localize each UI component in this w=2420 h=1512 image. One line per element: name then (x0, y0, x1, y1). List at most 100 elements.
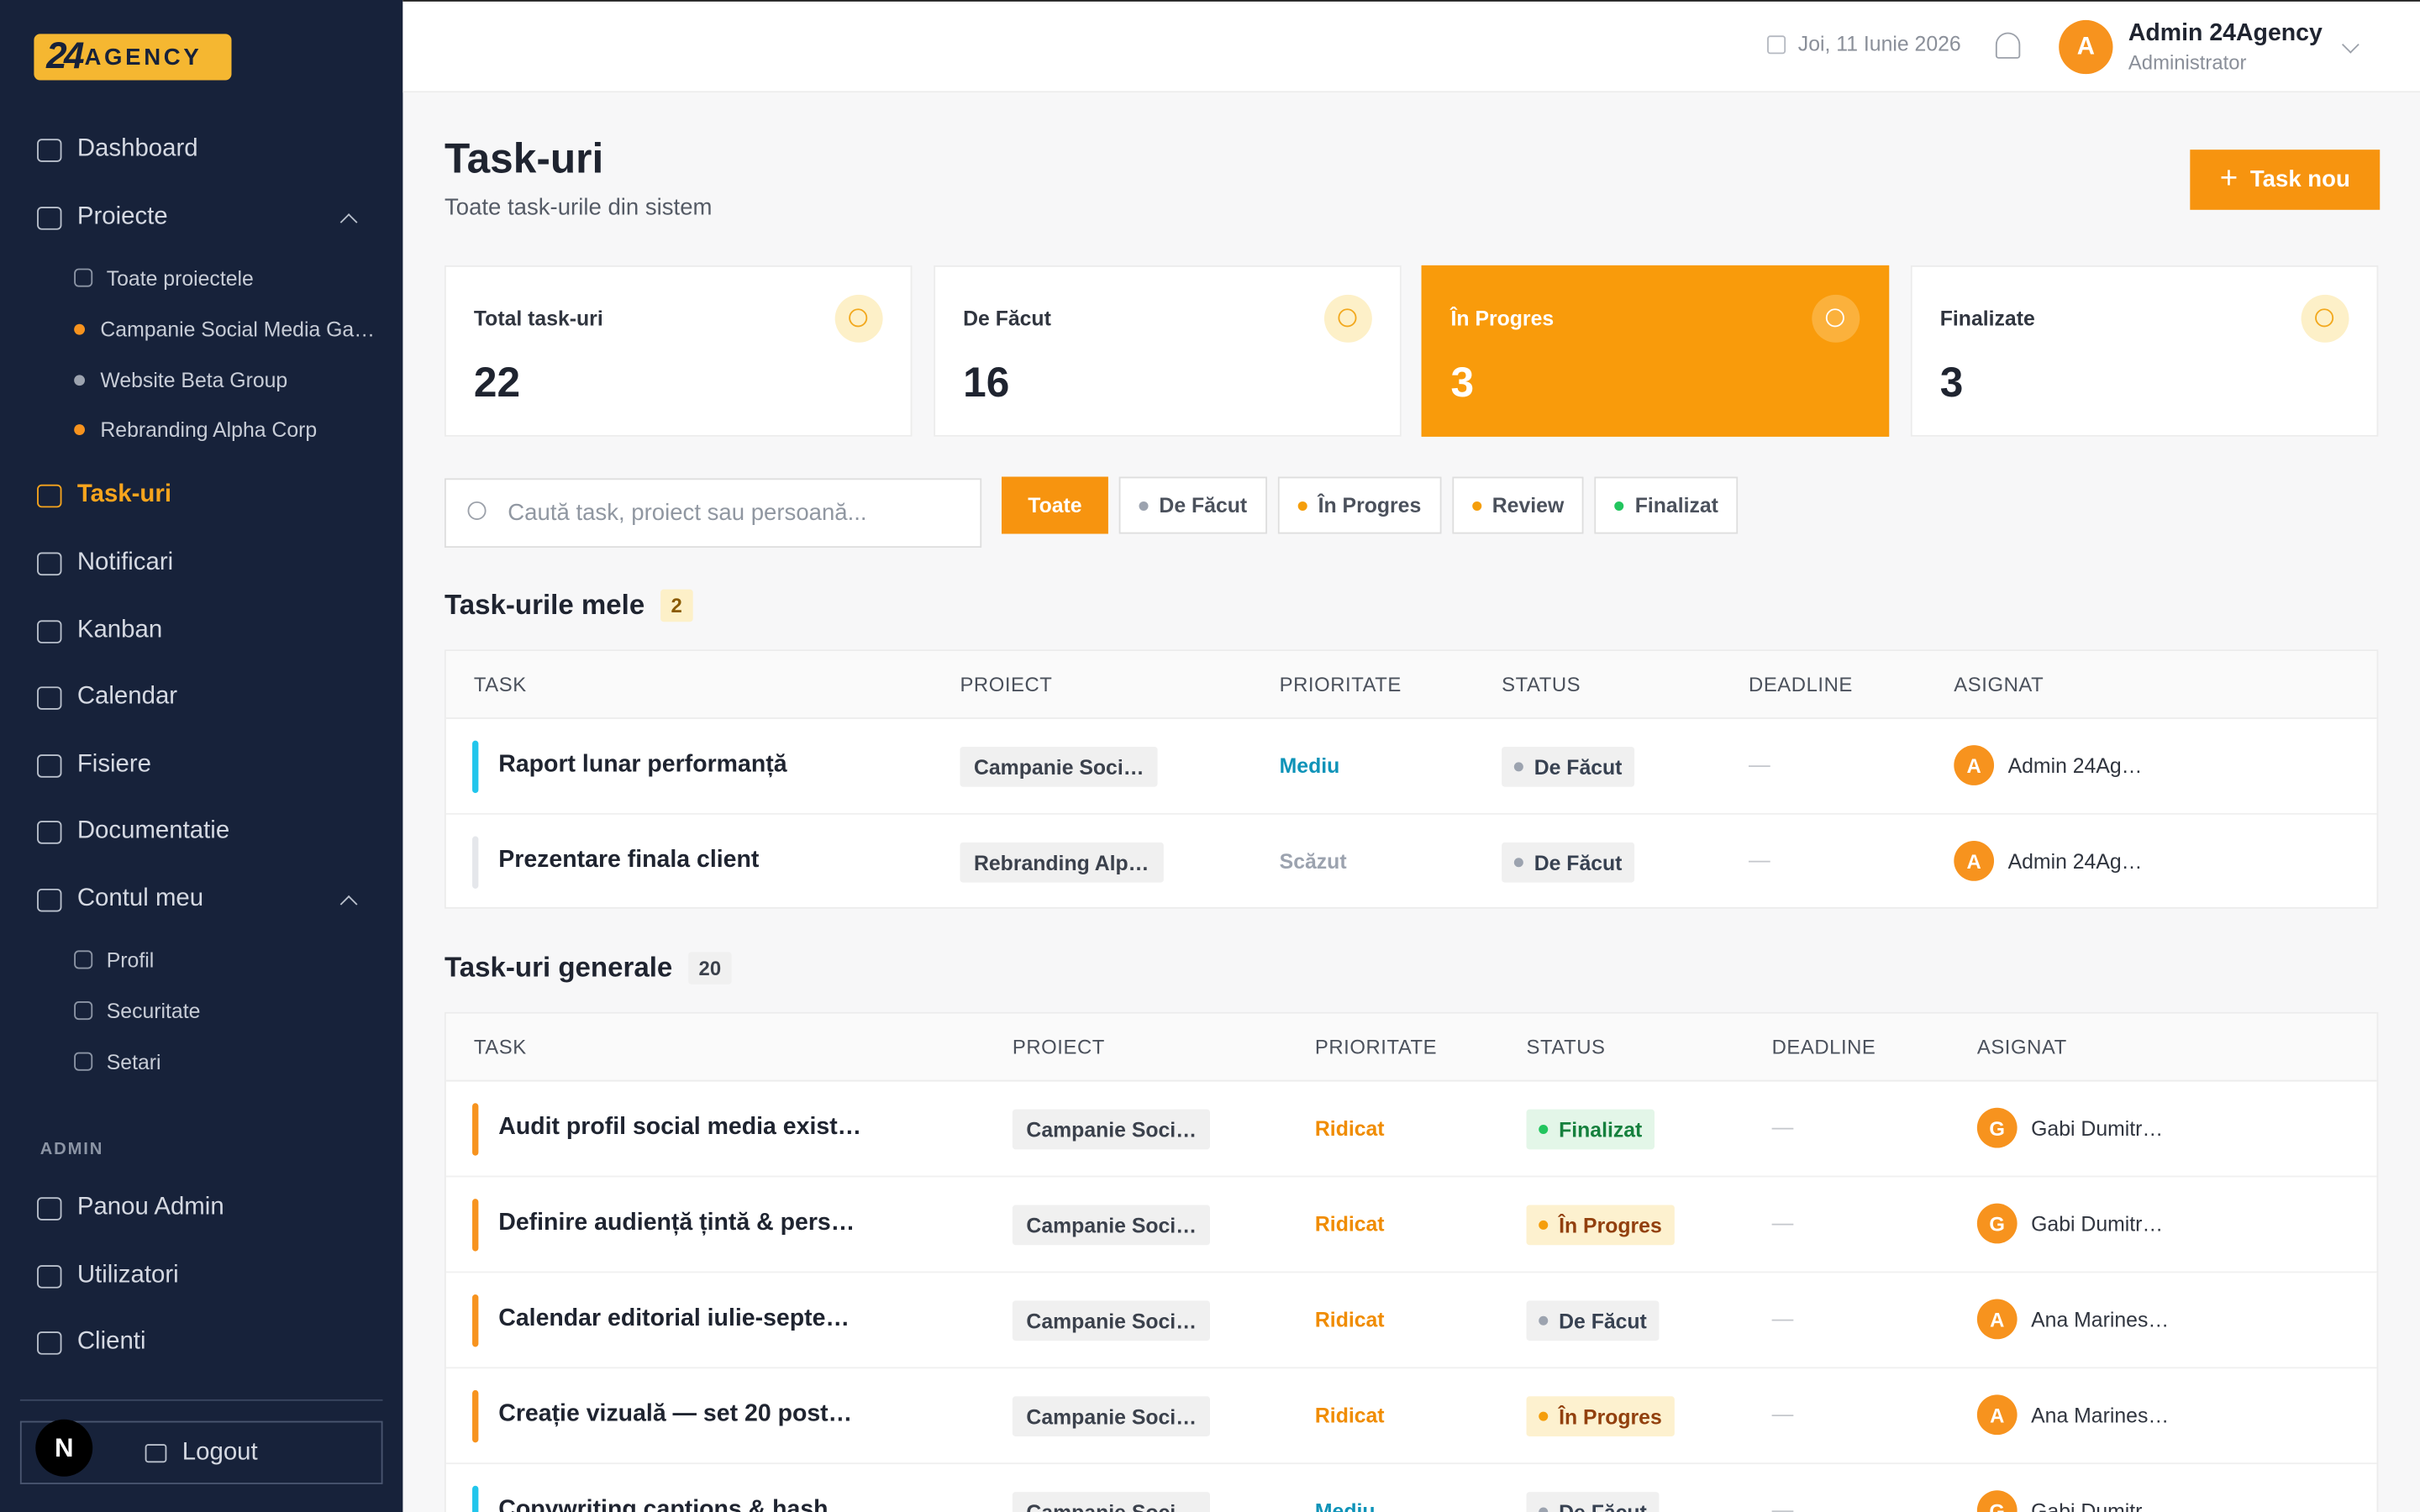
nav-item[interactable]: Fisiere (37, 747, 151, 784)
stat-icon (834, 294, 883, 343)
column-header: PRIORITATE (1314, 1035, 1438, 1059)
sub-nav-item[interactable]: Toate proiectele (74, 262, 254, 293)
sub-nav-item[interactable]: Setari (74, 1046, 161, 1077)
dev-badge[interactable]: N (35, 1419, 93, 1477)
priority: Mediu (1314, 1499, 1376, 1512)
sub-nav-item[interactable]: Rebranding Alpha Corp (74, 413, 317, 444)
task-row[interactable]: Copywriting captions & hash… Campanie Soc… (446, 1464, 2377, 1512)
task-table: TASK PROIECT PRIORITATE STATUS DEADLINE ASIGN… (444, 1011, 2379, 1512)
user-menu-toggle[interactable] (2341, 35, 2360, 54)
stat-label: În Progres (1450, 307, 1555, 331)
priority: Mediu (1279, 754, 1340, 778)
notifications-button[interactable] (1995, 32, 2021, 59)
column-header: PROIECT (960, 672, 1053, 696)
status-text: Finalizat (1559, 1117, 1643, 1142)
filter-dot (1471, 501, 1481, 511)
sub-nav-item[interactable]: Campanie Social Media Ga… (74, 313, 375, 344)
new-task-button[interactable]: + Task nou (2190, 150, 2381, 210)
nav-item[interactable]: Kanban (37, 612, 162, 649)
sub-label: Toate proiectele (106, 265, 254, 290)
task-row[interactable]: Raport lunar performanță Campanie Soci… Me… (445, 719, 2377, 815)
sub-label: Profil (106, 948, 155, 972)
filter-chip[interactable]: Finalizat (1594, 476, 1739, 534)
filter-label: Finalizat (1634, 493, 1718, 517)
sub-nav-item[interactable]: Profil (74, 944, 154, 975)
deadline: — (1771, 1305, 1794, 1331)
sub-nav-item[interactable]: Website Beta Group (74, 364, 287, 395)
sidebar: 24 AGENCY ADMIN Logout N Dashboard Proiect… (0, 0, 403, 1512)
nav-item[interactable]: Utilizatori (37, 1257, 179, 1294)
task-row[interactable]: Calendar editorial iulie-septe… Campanie … (445, 1273, 2377, 1369)
status-chip: Finalizat (1526, 1109, 1655, 1150)
status-chip: De Făcut (1502, 746, 1635, 787)
task-name: Creație vizuală — set 20 post… (498, 1400, 853, 1427)
project-chip: Campanie Soci… (1012, 1492, 1211, 1512)
logout-label: Logout (182, 1438, 258, 1465)
collapse-toggle[interactable] (339, 213, 358, 231)
nav-label: Dashboard (76, 135, 198, 162)
nav-item[interactable]: Panou Admin (37, 1189, 224, 1226)
status-dot (1513, 858, 1523, 868)
stat-icon (1812, 294, 1860, 343)
filter-chip[interactable]: Review (1452, 476, 1585, 534)
date-text: Joi, 11 Iunie 2026 (1797, 32, 1961, 56)
nav-item[interactable]: Proiecte (37, 199, 168, 236)
new-task-label: Task nou (2249, 166, 2350, 193)
filter-label: De Făcut (1159, 493, 1248, 517)
nav-item[interactable]: Dashboard (37, 131, 198, 168)
search-input[interactable]: Caută task, proiect sau persoană... (444, 478, 982, 549)
date: Joi, 11 Iunie 2026 (1767, 32, 1961, 56)
assignee-name: Admin 24Ag… (2007, 754, 2143, 778)
deadline: — (1771, 1400, 1794, 1426)
search-icon (467, 501, 487, 520)
sub-label: Securitate (106, 999, 201, 1022)
project-chip: Campanie Soci… (1012, 1109, 1211, 1150)
stat-icon (1323, 294, 1372, 343)
calendar-icon (1767, 34, 1786, 54)
nav-item[interactable]: Documentatie (37, 813, 229, 850)
nav-icon (37, 753, 62, 777)
filter-chip[interactable]: În Progres (1277, 476, 1442, 534)
project-chip: Campanie Soci… (1012, 1300, 1211, 1341)
stat-label: Finalizate (1939, 307, 2035, 331)
sub-label: Campanie Social Media Ga… (100, 317, 376, 341)
filter-chip[interactable]: De Făcut (1118, 476, 1268, 534)
collapse-toggle[interactable] (339, 895, 358, 913)
status-text: De Făcut (1559, 1309, 1647, 1333)
nav-item[interactable]: Clienti (37, 1324, 146, 1361)
table-header: TASK PROIECT PRIORITATE STATUS DEADLINE ASIGN… (445, 1013, 2377, 1082)
assignee-avatar: A (1954, 841, 1995, 881)
separator (19, 1399, 383, 1401)
task-row[interactable]: Creație vizuală — set 20 post… Campanie S… (445, 1368, 2377, 1465)
sub-icon (74, 950, 93, 969)
user-avatar[interactable]: A (2059, 19, 2113, 75)
sub-nav-item[interactable]: Securitate (74, 995, 200, 1026)
nav-item[interactable]: Notificari (37, 544, 173, 581)
logo[interactable]: 24 AGENCY (34, 34, 232, 81)
task-row[interactable]: Audit profil social media exist… Campanie… (445, 1082, 2377, 1178)
logout-button[interactable]: Logout (19, 1420, 383, 1484)
project-chip: Campanie Soci… (1012, 1396, 1211, 1437)
nav-item[interactable]: Calendar (37, 679, 177, 716)
task-name: Audit profil social media exist… (498, 1114, 862, 1141)
assignee-avatar: A (1954, 745, 1995, 785)
status-text: De Făcut (1534, 850, 1623, 874)
section-heading: ADMIN (39, 1140, 104, 1159)
deadline: — (1749, 847, 1770, 872)
user-name[interactable]: Admin 24Agency (2128, 19, 2323, 47)
stat-label: Total task-uri (473, 307, 603, 331)
filter-chip[interactable]: Toate (1002, 476, 1108, 534)
task-row[interactable]: Prezentare finala client Rebranding Alp… S… (446, 815, 2377, 907)
task-row[interactable]: Definire audiență țintă & pers… Campanie … (445, 1177, 2377, 1273)
page-subtitle: Toate task-urile din sistem (444, 194, 713, 221)
status-text: În Progres (1559, 1404, 1662, 1428)
sub-icon (74, 1052, 93, 1071)
priority-bar (472, 1103, 479, 1156)
nav-icon (37, 619, 62, 643)
nav-item[interactable]: Contul meu (37, 881, 203, 918)
nav-item[interactable]: Task-uri (37, 477, 171, 514)
stat-value: 3 (1939, 359, 1964, 407)
logo-number: 24 (46, 35, 84, 77)
nav-icon (37, 206, 62, 229)
